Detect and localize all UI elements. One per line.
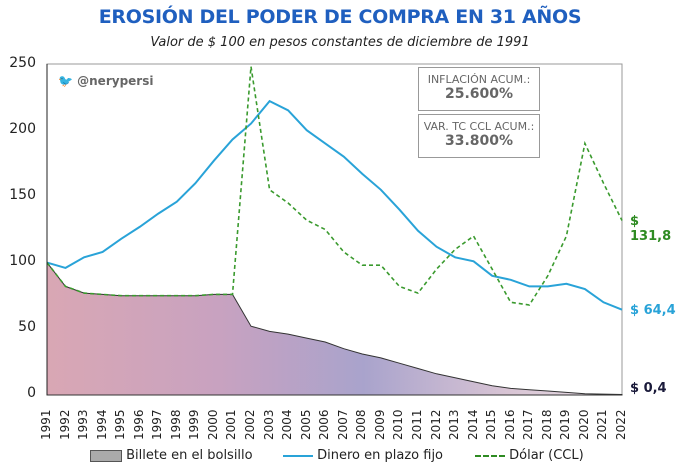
x-tick: 2002 (243, 409, 258, 440)
x-tick: 2007 (335, 409, 350, 440)
x-tick: 2016 (502, 409, 517, 440)
watermark-handle: @nerypersi (77, 74, 154, 88)
x-tick: 2012 (428, 409, 443, 440)
banknote-swatch-icon (90, 449, 122, 462)
x-tick: 2014 (465, 409, 480, 440)
x-tick: 2004 (280, 409, 295, 440)
x-tick: 2018 (539, 409, 554, 440)
x-tick: 1999 (187, 409, 202, 440)
twitter-bird-icon: 🐦 (58, 74, 73, 88)
x-tick: 2008 (354, 409, 369, 440)
x-tick: 1994 (94, 409, 109, 440)
x-tick: 2019 (558, 409, 573, 440)
x-tick: 1995 (113, 409, 128, 440)
box-value: 33.800% (444, 133, 514, 149)
x-tick: 2006 (317, 409, 332, 440)
x-tick: 2003 (261, 409, 276, 440)
legend-item-dolar: Dólar (CCL) (475, 448, 584, 463)
ccl-box: VAR. TC CCL ACUM.: 33.800% (418, 114, 540, 158)
x-tick: 1993 (76, 409, 91, 440)
y-tick: 50 (18, 319, 36, 335)
x-tick: 2011 (409, 409, 424, 440)
x-tick: 2001 (224, 409, 239, 440)
x-tick: 2010 (391, 409, 406, 440)
x-tick: 2013 (447, 409, 462, 440)
legend-item-plazo-fijo: Dinero en plazo fijo (283, 448, 443, 463)
end-label-plazo-fijo: $ 64,4 (630, 303, 676, 318)
y-tick: 0 (27, 385, 36, 401)
x-tick: 1996 (131, 409, 146, 440)
box-label: INFLACIÓN ACUM.: (427, 73, 531, 86)
x-tick: 2020 (576, 409, 591, 440)
chart-subtitle: Valor de $ 100 en pesos constantes de di… (150, 35, 530, 50)
y-tick: 250 (9, 55, 36, 71)
x-tick: 2005 (298, 409, 313, 440)
x-tick: 2021 (595, 409, 610, 440)
x-tick: 1997 (150, 409, 165, 440)
box-value: 25.600% (444, 86, 514, 102)
solid-line-swatch-icon (283, 454, 313, 457)
end-label-billete: $ 0,4 (630, 381, 667, 396)
x-tick: 1992 (57, 409, 72, 440)
box-label: VAR. TC CCL ACUM.: (423, 120, 535, 133)
x-tick: 2009 (372, 409, 387, 440)
x-tick: 2015 (484, 409, 499, 440)
y-tick: 100 (9, 253, 36, 269)
x-tick: 1998 (168, 409, 183, 440)
chart-title: EROSIÓN DEL PODER DE COMPRA EN 31 AÑOS (98, 6, 582, 28)
watermark: 🐦 @nerypersi (58, 74, 153, 88)
plazo-fijo-line (46, 99, 623, 311)
dolar-line (46, 66, 623, 306)
legend-item-billete: Billete en el bolsillo (90, 448, 253, 463)
end-label-dolar: $ 131,8 (630, 214, 672, 244)
dashed-line-swatch-icon (475, 454, 505, 457)
y-tick: 200 (9, 121, 36, 137)
inflation-box: INFLACIÓN ACUM.: 25.600% (418, 67, 540, 111)
x-tick: 1991 (39, 409, 53, 440)
y-tick: 150 (9, 187, 36, 203)
x-tick: 2022 (614, 409, 628, 440)
x-tick: 2000 (205, 409, 220, 440)
x-tick: 2017 (521, 409, 536, 440)
